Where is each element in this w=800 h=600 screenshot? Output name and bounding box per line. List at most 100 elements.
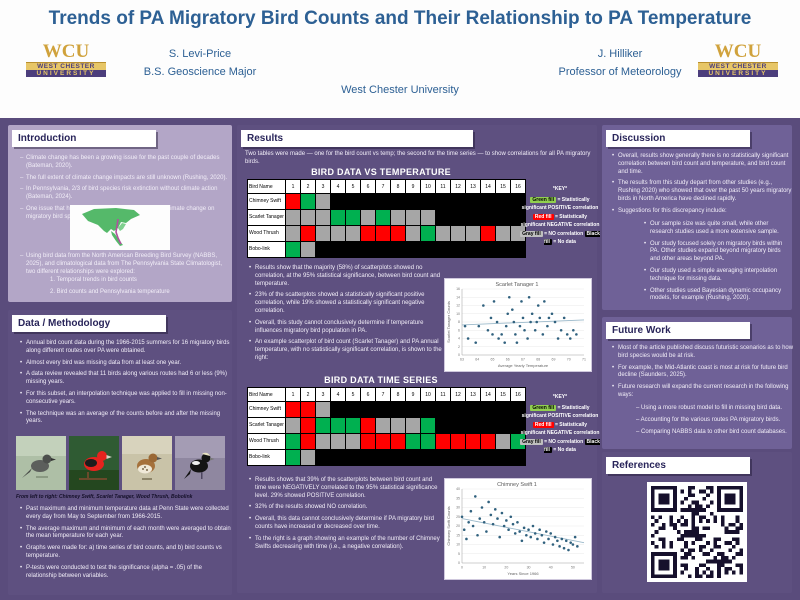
correlation-cell (480, 417, 496, 434)
bird-photo-strip (16, 436, 225, 490)
correlation-cell (375, 241, 391, 258)
correlation-cell (480, 401, 496, 418)
key-text: = Statistically significant POSITIVE cor… (521, 404, 599, 420)
correlation-cell (375, 193, 391, 210)
bird-photo-bobolink (175, 436, 225, 490)
table-column-header: 9 (405, 179, 421, 194)
future-work-bullets: Most of the article published discuss fu… (604, 345, 798, 404)
migration-map (70, 205, 170, 250)
table-column-header: 4 (330, 387, 346, 402)
introduction-numbered-item: 1. Temporal trends in bird counts (50, 277, 137, 283)
key-chip: Gray fill (520, 438, 543, 445)
wcu-logo-right: WCU WEST CHESTER UNIVERSITY (698, 42, 778, 77)
correlation-cell (285, 433, 301, 450)
bird-name-cell: Chimney Swift (247, 401, 286, 418)
correlation-table-time-series: Bird Name 1 2 3 4 5 6 7 8 9 10 11 12 13 14 15 16 Chimney … (247, 387, 526, 466)
correlation-cell (420, 401, 436, 418)
correlation-cell (375, 225, 391, 242)
svg-text:0: 0 (458, 561, 460, 565)
correlation-cell (375, 209, 391, 226)
results-bullet: Overall, this data cannot conclusively d… (249, 516, 445, 532)
discussion-sub-bullets: Our sample size was quite small, while o… (604, 221, 794, 307)
future-work-sub-bullet: – Using a more robust model to fill in m… (636, 405, 783, 411)
correlation-cell (510, 401, 526, 418)
correlation-cell (465, 433, 481, 450)
introduction-numbered-item: 2. Bird counts and Pennsylvania temperat… (50, 288, 170, 295)
correlation-cell (435, 209, 451, 226)
correlation-cell (360, 209, 376, 226)
future-work-bullet: For example, the Mid-Atlantic coast is m… (612, 365, 794, 381)
svg-text:63: 63 (460, 358, 464, 362)
methodology-bullet: The average maximum and minimum of each … (20, 526, 234, 542)
table-row: Scarlet Tanager (247, 417, 526, 434)
table-column-header: 10 (420, 179, 436, 194)
correlation-cell (450, 449, 466, 466)
svg-text:15: 15 (456, 533, 460, 537)
future-work-header: Future Work (606, 322, 750, 339)
key-text: = No data (551, 239, 576, 245)
key-text: = Statistically significant NEGATIVE cor… (520, 421, 600, 437)
table1-title: BIRD DATA VS TEMPERATURE (311, 167, 451, 177)
correlation-cell (465, 449, 481, 466)
correlation-cell (390, 193, 406, 210)
methodology-bullet: A data review revealed that 11 birds alo… (20, 371, 234, 387)
table-row: Chimney Swift (247, 401, 526, 418)
svg-text:4: 4 (458, 337, 460, 341)
correlation-cell (420, 225, 436, 242)
svg-text:69: 69 (552, 358, 556, 362)
key-chip: Green fill (530, 196, 557, 203)
correlation-cell (510, 209, 526, 226)
results-bullet: Results show that the majority (58%) of … (249, 265, 445, 288)
correlation-cell (420, 433, 436, 450)
table-row: Scarlet Tanager (247, 209, 526, 226)
correlation-cell (285, 193, 301, 210)
table2-title: BIRD DATA TIME SERIES (324, 375, 438, 385)
correlation-cell (465, 401, 481, 418)
bird-photo-chimney-swift (16, 436, 66, 490)
bird-name-cell: Scarlet Tanager (247, 209, 286, 226)
correlation-cell (465, 225, 481, 242)
correlation-cell (330, 449, 346, 466)
methodology-bullets-2: Past maximum and minimum temperature dat… (12, 506, 238, 584)
table2-key: *KEY* Green fill = Statistically signific… (520, 393, 600, 455)
correlation-cell (465, 241, 481, 258)
table-corner-header: Bird Name (247, 179, 286, 194)
svg-text:5: 5 (458, 552, 460, 556)
introduction-bullet: In Pennsylvania, 2/3 of bird species ris… (20, 186, 232, 202)
correlation-cell (450, 209, 466, 226)
discussion-sub-bullet: Our study focused solely on migratory bi… (644, 241, 790, 264)
correlation-cell (435, 417, 451, 434)
discussion-bullet: Overall, results show generally there is… (612, 153, 794, 176)
wcu-logo-line1: WEST CHESTER (26, 62, 106, 70)
svg-text:65: 65 (491, 358, 495, 362)
table-column-header: 8 (390, 179, 406, 194)
key-text: = NO correlation (542, 438, 585, 445)
key-chip: Red fill (532, 421, 554, 428)
correlation-cell (360, 449, 376, 466)
key-chip: Gray fill (520, 230, 543, 237)
bird-name-cell: Wood Thrush (247, 225, 286, 242)
table-row: Chimney Swift (247, 193, 526, 210)
panel-results: Results Two tables were made — one for t… (237, 125, 600, 593)
institution: West Chester University (341, 84, 459, 96)
introduction-bullet: The full extent of climate change impact… (20, 175, 232, 183)
author-left-role: B.S. Geoscience Major (143, 65, 257, 78)
correlation-cell (285, 417, 301, 434)
table-column-header: 15 (495, 179, 511, 194)
correlation-cell (375, 449, 391, 466)
bird-name-cell: Wood Thrush (247, 433, 286, 450)
correlation-cell (345, 401, 361, 418)
correlation-cell (495, 433, 511, 450)
correlation-cell (450, 433, 466, 450)
introduction-bullet: Climate change has been a growing issue … (20, 155, 232, 171)
correlation-cell (405, 193, 421, 210)
correlation-cell (420, 209, 436, 226)
correlation-cell (345, 225, 361, 242)
results-bullets-1: Results show that the majority (58%) of … (241, 265, 449, 367)
correlation-cell (315, 209, 331, 226)
correlation-cell (420, 449, 436, 466)
introduction-numbered: 1. Temporal trends in bird counts 2. Bird… (36, 277, 238, 301)
correlation-cell (480, 225, 496, 242)
poster-header: Trends of PA Migratory Bird Counts and T… (0, 0, 800, 118)
